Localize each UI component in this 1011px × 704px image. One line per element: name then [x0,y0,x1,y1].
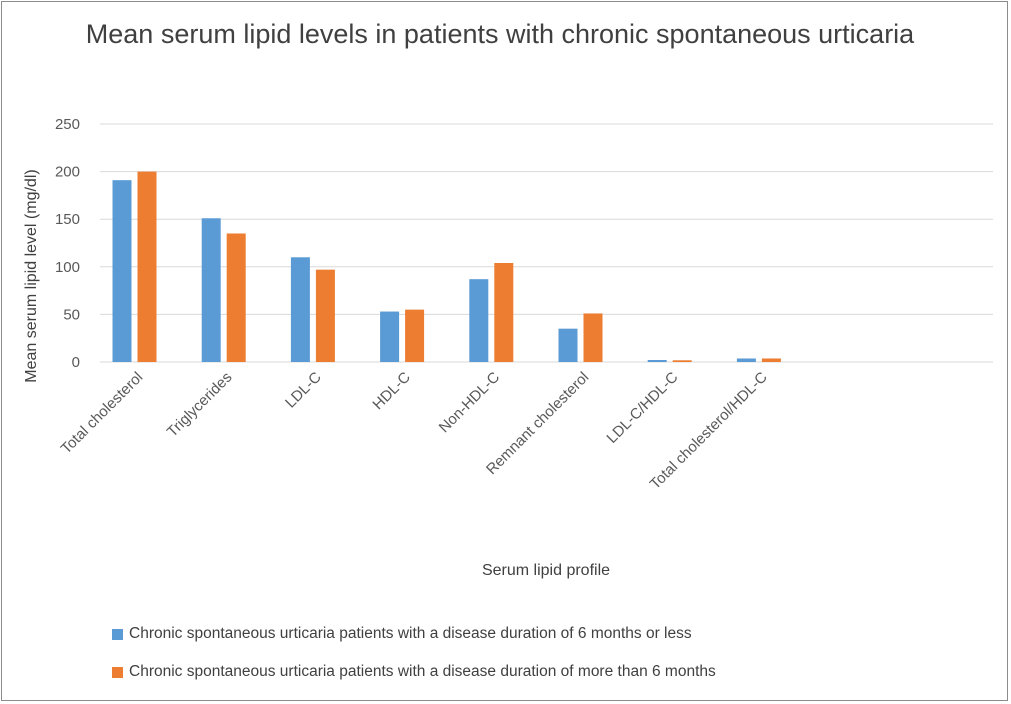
bar-series-2-0 [137,171,157,362]
legend-swatch-series-2 [112,666,123,678]
chart-title: Mean serum lipid levels in patients with… [85,19,915,49]
x-tick-label: Non-HDL-C [436,369,504,437]
y-axis-ticks: 0 50 100 150 200 250 [55,116,80,371]
y-tick-label: 0 [72,354,80,371]
bar-series-1-7 [736,358,756,362]
bar-series-1-2 [290,257,310,362]
legend-item-series-2: Chronic spontaneous urticaria patients w… [112,660,716,684]
bar-series-1-5 [558,328,578,362]
legend: Chronic spontaneous urticaria patients w… [112,622,716,698]
bar-series-2-2 [315,269,335,362]
x-axis-label: Serum lipid profile [482,562,610,579]
bar-series-2-6 [672,360,692,362]
bar-series-1-4 [469,279,489,362]
bar-series-2-1 [226,233,246,362]
x-tick-label: LDL-C/HDL-C [603,369,681,447]
bar-series-2-4 [494,262,514,362]
legend-item-series-1: Chronic spontaneous urticaria patients w… [112,622,716,646]
bar-series-1-3 [380,311,400,362]
legend-label-series-2: Chronic spontaneous urticaria patients w… [129,663,716,680]
bar-series-2-7 [761,358,781,362]
bar-series-2-5 [583,313,603,362]
y-tick-label: 250 [55,116,80,133]
bar-series-1-1 [201,218,221,362]
gridlines [100,123,993,363]
legend-label-series-1: Chronic spontaneous urticaria patients w… [129,625,692,642]
bar-series-2-3 [405,309,425,362]
x-axis-ticks: Total cholesterol Triglycerides LDL-C HDL-C… [58,369,771,493]
x-tick-label: Remnant cholesterol [483,369,592,478]
bar-series-1-0 [112,180,132,362]
legend-swatch-series-1 [112,628,123,640]
y-tick-label: 100 [55,259,80,276]
y-tick-label: 150 [55,211,80,228]
y-axis-label: Mean serum lipid level (mg/dl) [23,169,40,382]
x-tick-label: Total cholesterol [58,369,147,458]
bars [112,171,781,362]
y-tick-label: 50 [63,306,80,323]
x-tick-label: Triglycerides [164,369,236,441]
x-tick-label: HDL-C [369,369,414,414]
x-tick-label: LDL-C [282,369,325,412]
y-tick-label: 200 [55,164,80,181]
bar-series-1-6 [647,360,667,362]
